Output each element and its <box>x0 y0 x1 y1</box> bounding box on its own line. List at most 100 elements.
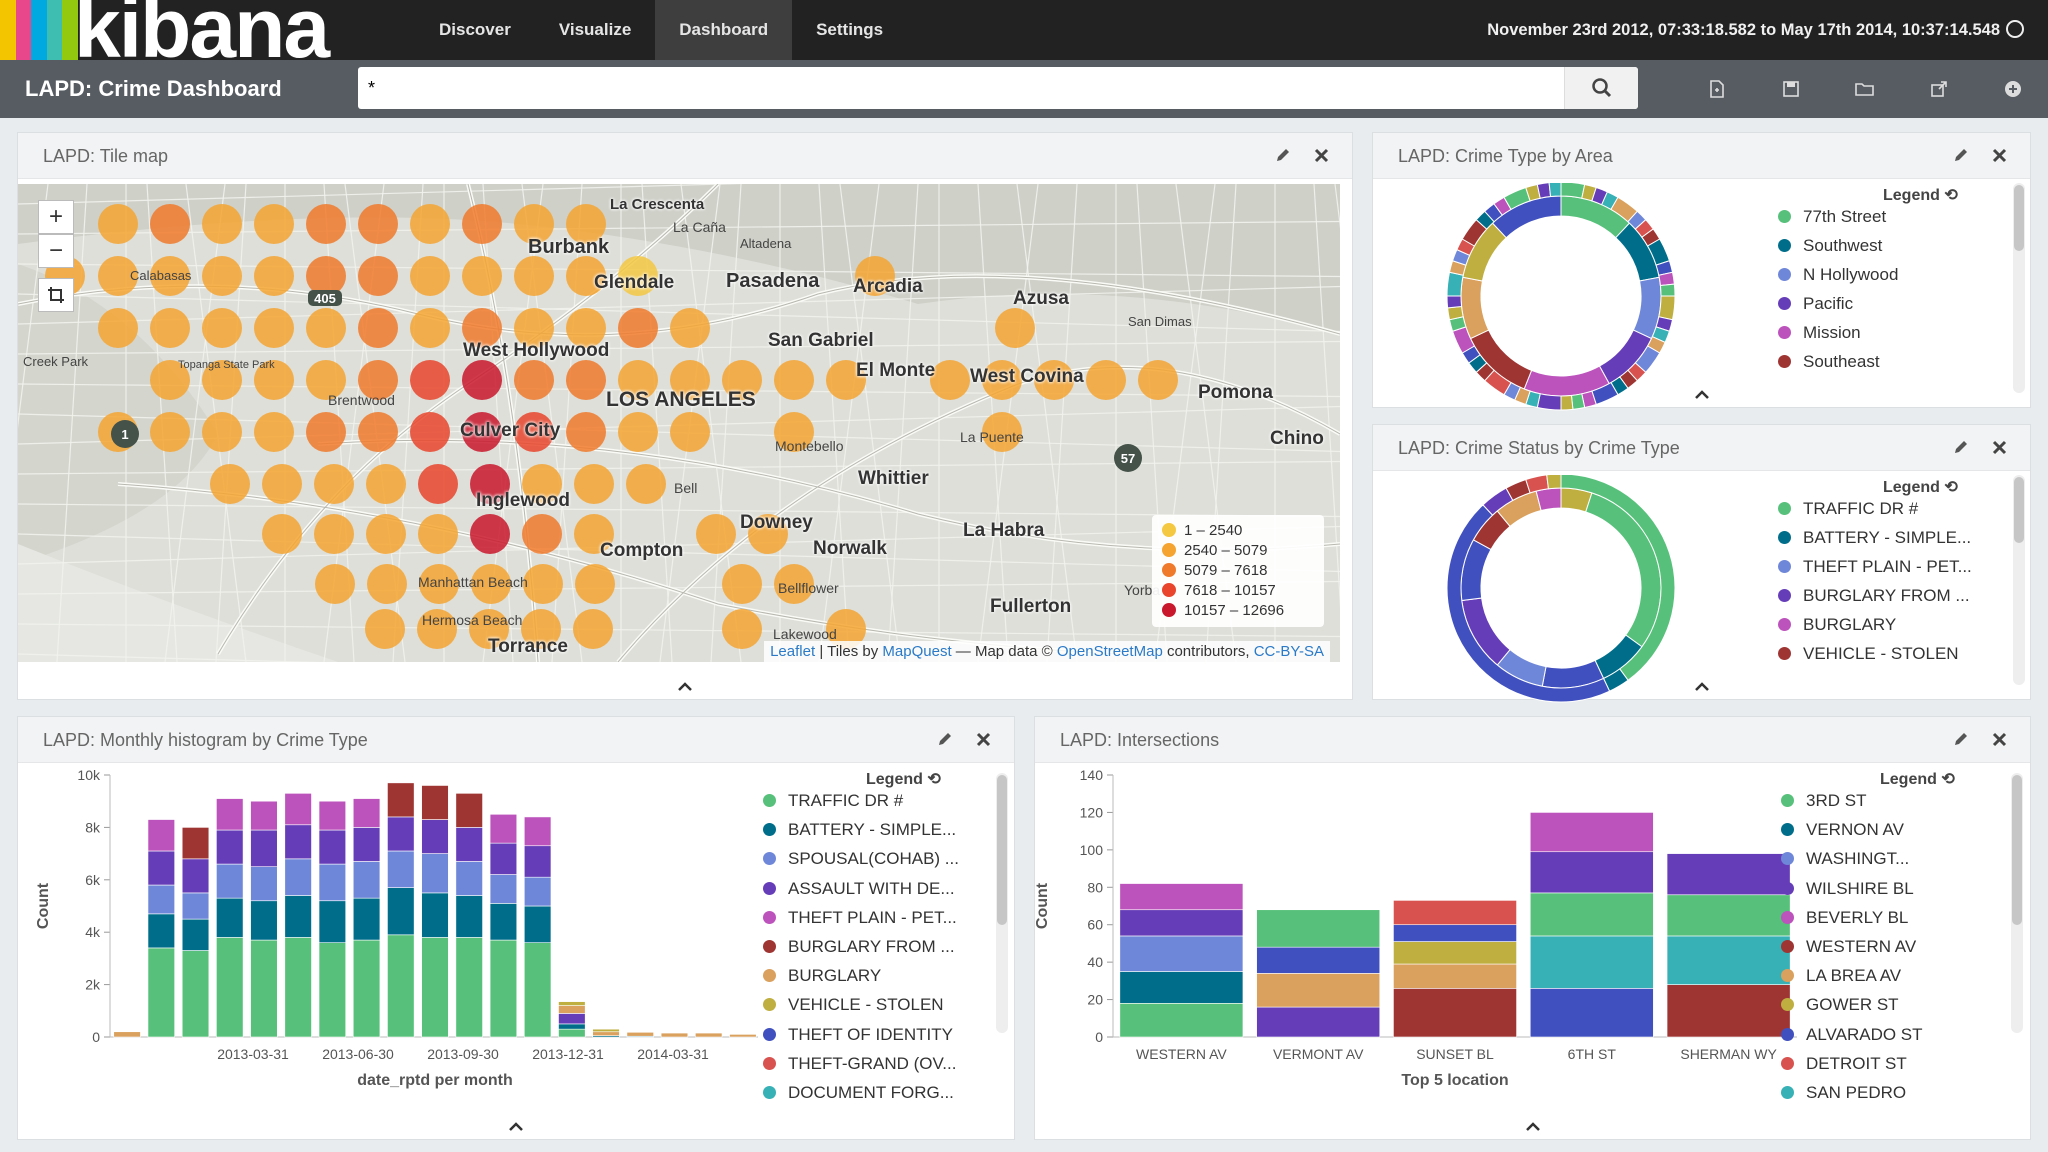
legend-toggle[interactable]: Legend ⟲ <box>1883 477 1958 497</box>
legend-scrollbar[interactable] <box>2011 773 2023 1033</box>
bar-segment[interactable] <box>1256 946 1381 974</box>
close-icon[interactable] <box>1991 731 2008 748</box>
bar-segment[interactable] <box>147 884 175 915</box>
bar-segment[interactable] <box>455 793 483 828</box>
legend-item[interactable]: BURGLARY FROM ... <box>763 936 955 958</box>
pencil-icon[interactable] <box>936 731 953 748</box>
bar-segment[interactable] <box>352 798 381 828</box>
bar-segment[interactable] <box>216 829 244 865</box>
bar-segment[interactable] <box>626 1031 654 1037</box>
bar-segment[interactable] <box>523 942 552 1038</box>
legend-toggle[interactable]: Legend ⟲ <box>1880 769 1955 789</box>
zoom-out-button[interactable]: − <box>38 234 74 268</box>
legend-item[interactable]: WESTERN AV <box>1781 936 1916 958</box>
bar-segment[interactable] <box>1666 935 1791 985</box>
bar-segment[interactable] <box>250 866 278 902</box>
bar-segment[interactable] <box>250 939 278 1038</box>
legend-scrollbar[interactable] <box>2013 183 2025 393</box>
bar-segment[interactable] <box>387 850 415 888</box>
bar-segment[interactable] <box>523 845 552 878</box>
legend-item[interactable]: VEHICLE - STOLEN <box>763 994 944 1016</box>
legend-item[interactable]: BURGLARY FROM ... <box>1778 585 1970 607</box>
bar-segment[interactable] <box>147 819 175 852</box>
collapse-caret-icon[interactable] <box>677 679 693 691</box>
close-icon[interactable] <box>1991 147 2008 164</box>
legend-item[interactable]: WASHINGT... <box>1781 848 1909 870</box>
bar-segment[interactable] <box>421 892 449 938</box>
clock-icon[interactable] <box>2006 20 2024 38</box>
bar-segment[interactable] <box>387 782 415 818</box>
legend-item[interactable]: DETROIT ST <box>1781 1053 1907 1075</box>
close-icon[interactable] <box>975 731 992 748</box>
bar-segment[interactable] <box>352 897 381 941</box>
save-dashboard-button[interactable] <box>1754 60 1828 118</box>
legend-item[interactable]: SAN PEDRO <box>1781 1082 1906 1104</box>
donut-slice[interactable] <box>1570 393 1586 410</box>
bar-segment[interactable] <box>216 798 244 831</box>
bar-segment[interactable] <box>318 900 347 943</box>
legend-item[interactable]: ALVARADO ST <box>1781 1024 1923 1046</box>
bar-segment[interactable] <box>489 903 518 941</box>
map-canvas[interactable]: 1 57 405 La Crescenta La Caña Altadena Burban… <box>18 184 1340 662</box>
collapse-caret-icon[interactable] <box>1694 679 1710 691</box>
open-dashboard-button[interactable] <box>1828 60 1902 118</box>
donut-slice[interactable] <box>1546 475 1562 490</box>
bar-segment[interactable] <box>421 819 449 854</box>
bar-segment[interactable] <box>387 816 415 852</box>
donut-slice[interactable] <box>1536 393 1562 411</box>
donut-slice[interactable] <box>1447 305 1464 321</box>
bar-segment[interactable] <box>489 939 518 1038</box>
legend-item[interactable]: 77th Street <box>1778 206 1886 228</box>
bar-segment[interactable] <box>558 1001 586 1006</box>
bar-segment[interactable] <box>181 950 210 1038</box>
legend-item[interactable]: VERNON AV <box>1781 819 1904 841</box>
bar-segment[interactable] <box>352 939 381 1038</box>
bar-segment[interactable] <box>558 1023 586 1030</box>
bar-segment[interactable] <box>147 850 175 886</box>
bar-segment[interactable] <box>1529 812 1654 853</box>
fit-bounds-button[interactable] <box>38 278 74 312</box>
bar-segment[interactable] <box>1666 894 1791 937</box>
bar-segment[interactable] <box>284 793 312 826</box>
legend-item[interactable]: BURGLARY <box>763 965 881 987</box>
legend-item[interactable]: ASSAULT WITH DE... <box>763 878 955 900</box>
bar-segment[interactable] <box>250 829 278 867</box>
bar-segment[interactable] <box>455 937 483 1038</box>
legend-item[interactable]: VEHICLE - STOLEN <box>1778 643 1959 665</box>
bar-segment[interactable] <box>216 937 244 1038</box>
bar-segment[interactable] <box>489 874 518 904</box>
donut-slice[interactable] <box>1560 183 1586 199</box>
bar-segment[interactable] <box>592 1031 620 1036</box>
legend-item[interactable]: BEVERLY BL <box>1781 907 1908 929</box>
legend-toggle[interactable]: Legend ⟲ <box>1883 185 1958 205</box>
bar-segment[interactable] <box>250 800 278 831</box>
legend-item[interactable]: Mission <box>1778 322 1861 344</box>
donut-chart[interactable] <box>1443 475 1679 711</box>
pencil-icon[interactable] <box>1274 147 1291 164</box>
bar-segment[interactable] <box>660 1032 689 1038</box>
pencil-icon[interactable] <box>1952 439 1969 456</box>
legend-item[interactable]: LA BREA AV <box>1781 965 1901 987</box>
bar-segment[interactable] <box>421 785 449 820</box>
zoom-in-button[interactable]: + <box>38 200 74 234</box>
legend-item[interactable]: BATTERY - SIMPLE... <box>1778 527 1971 549</box>
bar-segment[interactable] <box>1119 909 1244 937</box>
collapse-caret-icon[interactable] <box>1694 387 1710 399</box>
bar-segment[interactable] <box>1119 883 1244 911</box>
nav-tab-settings[interactable]: Settings <box>816 20 884 39</box>
bar-segment[interactable] <box>284 895 312 938</box>
bar-segment[interactable] <box>729 1034 757 1038</box>
donut-slice[interactable] <box>1659 283 1676 297</box>
bar-segment[interactable] <box>352 827 381 862</box>
bar-segment[interactable] <box>352 861 381 899</box>
donut-slice[interactable] <box>1548 183 1562 198</box>
bar-segment[interactable] <box>181 827 210 860</box>
bar-segment[interactable] <box>421 853 449 894</box>
histogram-chart[interactable]: 0 2k 4k 6k 8k 10k Count date_rptd per month 2013… <box>18 763 758 1113</box>
bar-segment[interactable] <box>387 934 415 1038</box>
close-icon[interactable] <box>1991 439 2008 456</box>
new-dashboard-button[interactable] <box>1680 60 1754 118</box>
bar-segment[interactable] <box>558 1013 586 1025</box>
legend-item[interactable]: THEFT PLAIN - PET... <box>763 907 957 929</box>
bar-segment[interactable] <box>695 1032 723 1038</box>
